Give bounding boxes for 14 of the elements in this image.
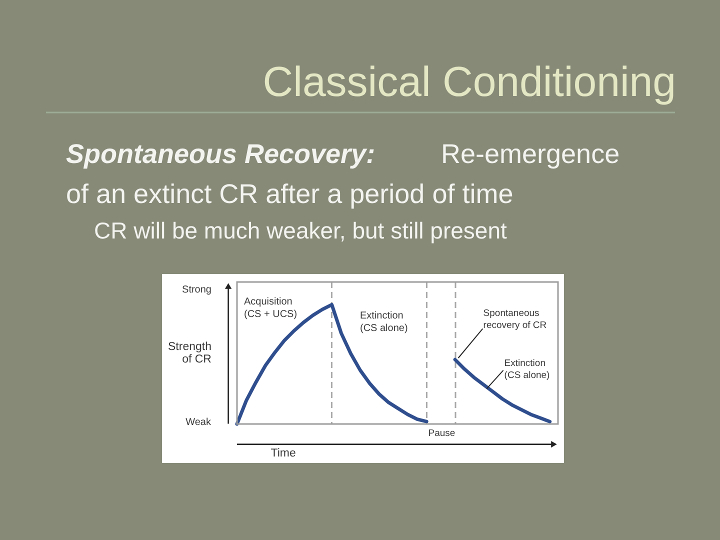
text: Weak	[186, 417, 212, 428]
text: Spontaneous Recovery:	[66, 139, 376, 169]
text: of an extinct CR after a period of time	[66, 179, 514, 209]
text: Re-emergence	[441, 139, 620, 169]
annotation: Spontaneous recovery of CR	[483, 308, 547, 331]
text: CR will be much weaker, but still present	[94, 218, 508, 244]
annotation: Extinction (CS alone)	[360, 310, 408, 334]
text: Pause	[428, 428, 456, 439]
annotation: Acquisition (CS + UCS)	[244, 296, 298, 320]
chart-title: Classical Conditioning	[262, 58, 676, 105]
x-axis-title: Time	[270, 448, 296, 460]
y-axis-title: Strength of CR	[168, 341, 212, 366]
text: Strong	[182, 284, 212, 296]
annotation: Extinction (CS alone)	[504, 358, 550, 381]
